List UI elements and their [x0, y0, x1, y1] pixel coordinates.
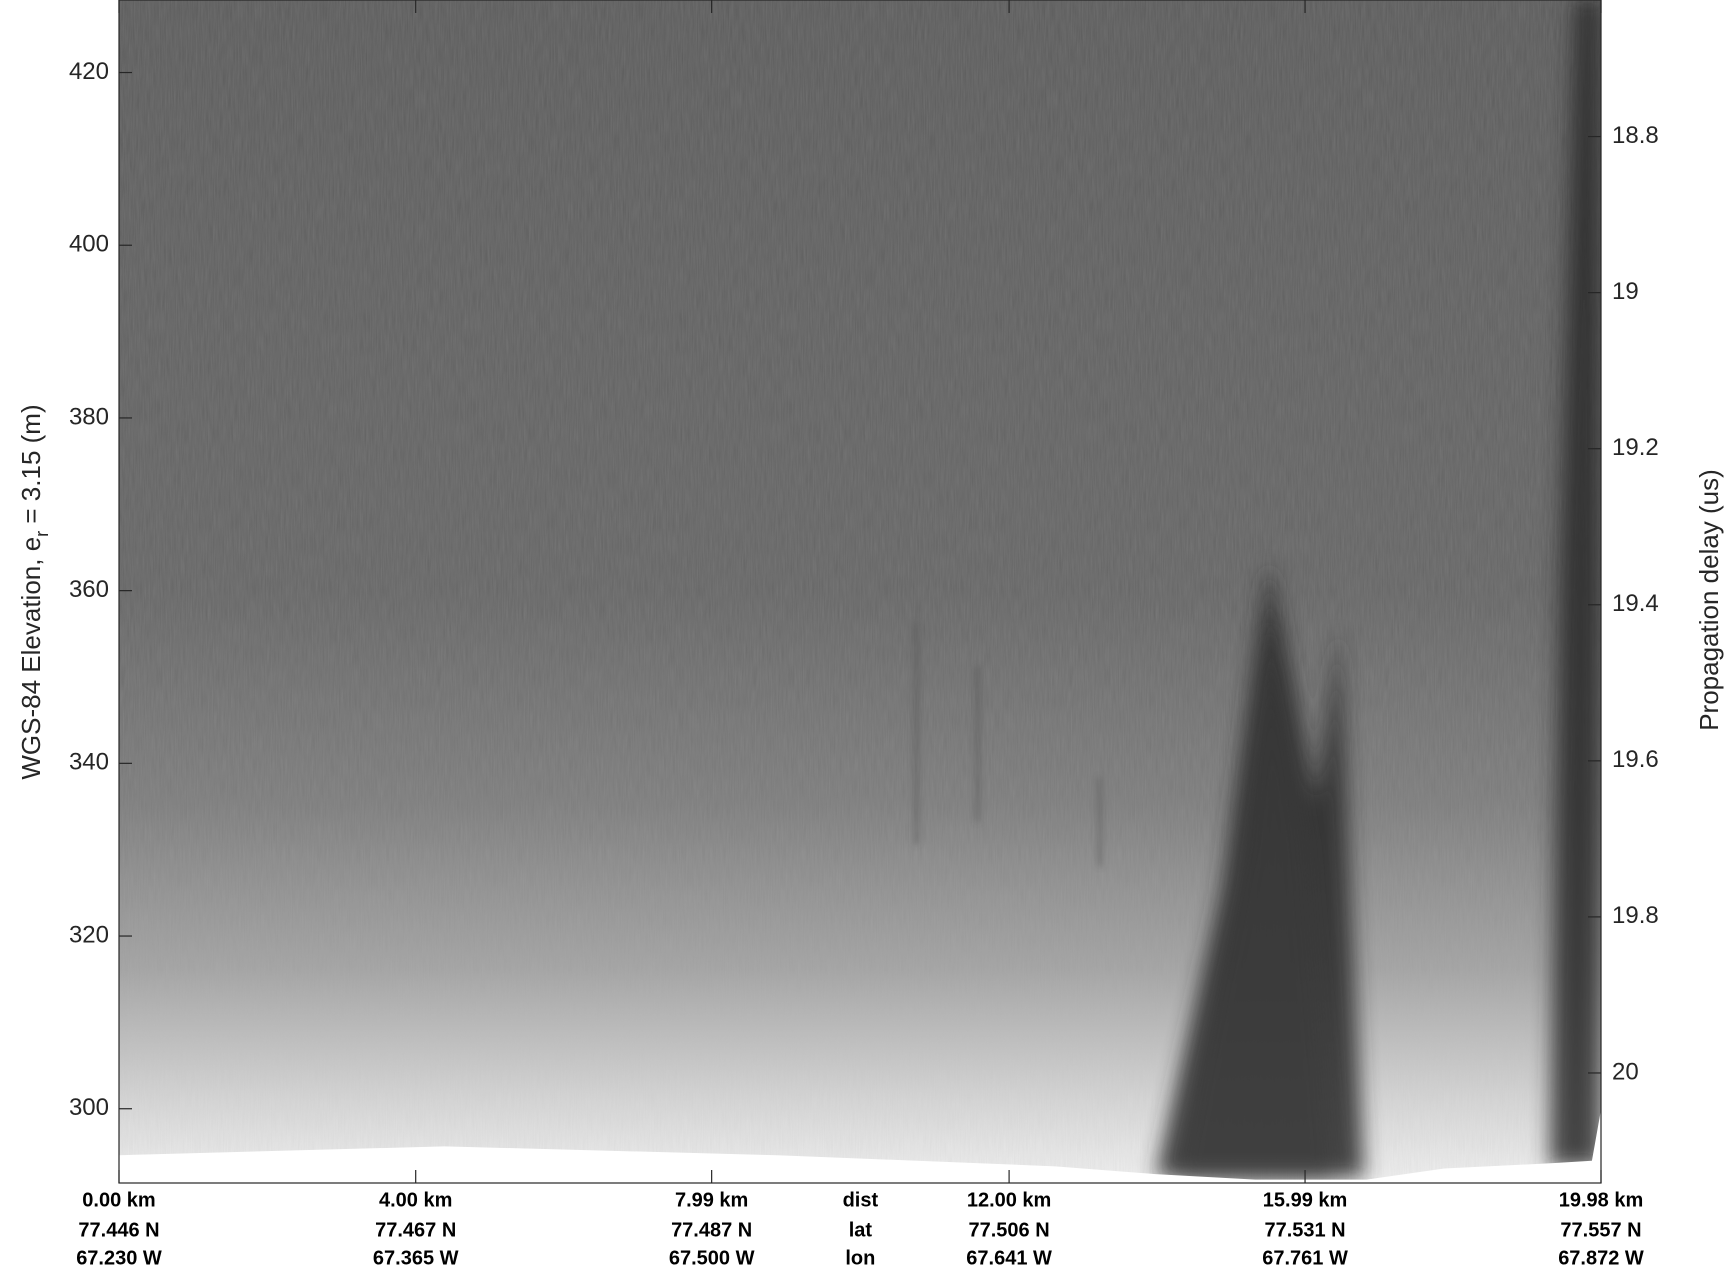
y-label-subscript: r: [32, 531, 52, 537]
lat-label: 77.446 N: [78, 1219, 159, 1241]
y-label-part: WGS-84 Elevation, e: [16, 537, 46, 780]
row-name: lon: [845, 1247, 875, 1268]
lon-label: 67.365 W: [373, 1247, 459, 1268]
lat-label: 77.487 N: [671, 1219, 752, 1241]
y2-tick-label: 19.8: [1612, 902, 1659, 929]
lat-label: 77.531 N: [1264, 1219, 1345, 1241]
lon-label: 67.500 W: [669, 1247, 755, 1268]
x-tick-label: 7.99 km: [675, 1189, 748, 1211]
y2-tick-label: 18.8: [1612, 122, 1659, 149]
y-tick-label: 360: [69, 576, 109, 603]
y2-axis-label: Propagation delay (us): [1694, 469, 1724, 731]
y2-tick-label: 19.2: [1612, 434, 1659, 461]
y2-tick-label: 19.6: [1612, 746, 1659, 773]
x-tick-label: 15.99 km: [1263, 1189, 1348, 1211]
y2-tick-label: 19: [1612, 278, 1639, 305]
y-tick-label: 300: [69, 1094, 109, 1121]
lon-label: 67.761 W: [1262, 1247, 1348, 1268]
lat-label: 77.557 N: [1560, 1219, 1641, 1241]
row-name: dist: [843, 1189, 879, 1211]
y-tick-label: 420: [69, 58, 109, 85]
lon-label: 67.230 W: [76, 1247, 162, 1268]
y-label-part: = 3.15 (m): [16, 404, 46, 530]
lat-label: 77.467 N: [375, 1219, 456, 1241]
y-tick-label: 380: [69, 403, 109, 430]
x-tick-label: 19.98 km: [1559, 1189, 1644, 1211]
plot-frame: [118, 0, 1602, 1184]
lat-label: 77.506 N: [969, 1219, 1050, 1241]
lon-label: 67.641 W: [966, 1247, 1052, 1268]
y-axis-label: WGS-84 Elevation, er = 3.15 (m): [16, 404, 52, 779]
lon-label: 67.872 W: [1558, 1247, 1644, 1268]
y2-tick-label: 19.4: [1612, 590, 1659, 617]
y-tick-label: 340: [69, 749, 109, 776]
y-tick-label: 320: [69, 921, 109, 948]
x-tick-label: 12.00 km: [967, 1189, 1052, 1211]
x-tick-label: 4.00 km: [379, 1189, 452, 1211]
echogram: [118, 0, 1601, 1184]
row-name: lat: [849, 1219, 873, 1241]
y2-tick-label: 20: [1612, 1058, 1639, 1085]
x-tick-label: 0.00 km: [82, 1189, 155, 1211]
y-tick-label: 400: [69, 231, 109, 258]
